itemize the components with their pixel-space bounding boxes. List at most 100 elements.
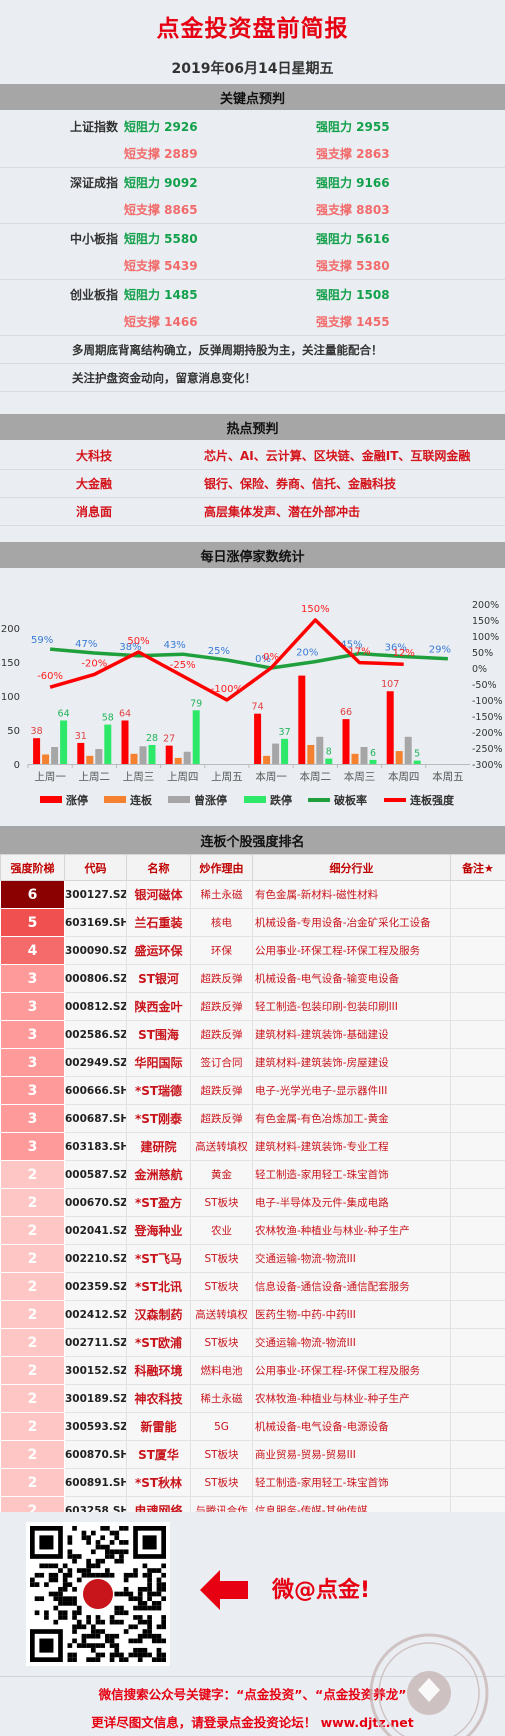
table-row: 2 002412.SZ 汉森制药 高送转填权 医药生物-中药-中药III (0, 1300, 505, 1329)
strong-resistance: 强阻力 1508 (316, 287, 390, 302)
industry: 商业贸易-贸易-贸易III (252, 1440, 451, 1469)
hype-reason: 燃料电池 (190, 1356, 253, 1385)
watermark-seal-icon (369, 1633, 489, 1736)
line-data-label: 20% (296, 648, 318, 659)
short-resistance: 短阻力 5580 (124, 231, 198, 246)
stock-code: 002359.SZ (64, 1272, 127, 1301)
y2-tick-label: 0% (472, 664, 487, 675)
strength-level: 2 (0, 1272, 65, 1301)
chart-svg: 0 50 100 150 200 -300% -250% -200% -150% -100% -50… (1, 600, 503, 807)
line-data-label: 17% (348, 647, 370, 658)
stock-name: *ST刚泰 (126, 1104, 191, 1133)
table-row: 2 002210.SZ *ST飞马 ST板块 交通运输-物流-物流III (0, 1244, 505, 1273)
strength-level: 2 (0, 1356, 65, 1385)
wechat-search-hint: 微信搜索公众号关键字：“点金投资”、“点金投资养龙” (98, 1687, 407, 1702)
x-tick-label: 上周二 (79, 771, 111, 783)
table-title: 连板个股强度排名 (0, 826, 505, 854)
note (450, 1412, 505, 1441)
note (450, 880, 505, 909)
line-data-label: -60% (37, 671, 63, 682)
strong-support: 强支撑 2863 (316, 147, 390, 161)
short-resistance: 短阻力 9092 (124, 175, 198, 190)
legend-label: 跌停 (270, 793, 292, 807)
bar-涨停 (121, 720, 129, 764)
hype-reason: 高送转填权 (190, 1132, 253, 1161)
stock-name: *ST瑞德 (126, 1076, 191, 1105)
stock-name: 汉森制药 (126, 1300, 191, 1329)
hot-point-row: 大科技 芯片、AI、云计算、区块链、金融IT、互联网金融 (0, 442, 505, 470)
note (450, 936, 505, 965)
strong-resistance: 强阻力 5616 (316, 231, 390, 246)
hype-reason: 高送转填权 (190, 1300, 253, 1329)
line-破板率 (49, 647, 448, 670)
short-support: 短支撑 2889 (124, 147, 198, 161)
stock-name: *ST北讯 (126, 1272, 191, 1301)
stock-name: ST银河 (126, 964, 191, 993)
industry: 医药生物-中药-中药III (252, 1300, 451, 1329)
industry: 农林牧渔-种植业与林业-种子生产 (252, 1216, 451, 1245)
table-row: 3 002949.SZ 华阳国际 签订合同 建筑材料-建筑装饰-房屋建设 (0, 1048, 505, 1077)
strength-level: 2 (0, 1468, 65, 1497)
x-tick-label: 本周二 (300, 770, 332, 783)
forum-hint: 更详尽图文信息，请登录点金投资论坛！ www.djtz.net (91, 1715, 414, 1730)
hype-reason: 超跌反弹 (190, 964, 253, 993)
y2-tick-label: -50% (472, 680, 497, 691)
note (450, 1104, 505, 1133)
y-tick-label: 0 (14, 760, 20, 771)
y-tick-label: 50 (7, 726, 20, 737)
bar-连板 (307, 744, 315, 764)
index-resistance-row: 深证成指 短阻力 9092 强阻力 9166 (0, 168, 505, 196)
industry: 轻工制造-包装印刷-包装印刷III (252, 992, 451, 1021)
y2-tick-label: 100% (472, 632, 499, 643)
hype-reason: ST板块 (190, 1328, 253, 1357)
page-title: 点金投资盘前简报 (156, 16, 349, 42)
note (450, 908, 505, 937)
bar-跌停 (281, 738, 289, 764)
x-tick-label: 本周三 (344, 770, 376, 783)
stock-name: 华阳国际 (126, 1048, 191, 1077)
strength-level: 3 (0, 992, 65, 1021)
bar-data-label: 27 (163, 734, 175, 745)
legend-label: 连板强度 (410, 793, 455, 807)
strength-level: 2 (0, 1300, 65, 1329)
hype-reason: 超跌反弹 (190, 1076, 253, 1105)
short-support: 短支撑 8865 (124, 203, 198, 217)
industry: 电子-光学光电子-显示器件III (252, 1076, 451, 1105)
table-row: 3 603183.SH 建研院 高送转填权 建筑材料-建筑装饰-专业工程 (0, 1132, 505, 1161)
strength-level: 2 (0, 1328, 65, 1357)
index-name: 中小板指 (70, 231, 119, 246)
line-data-label: 45% (340, 640, 362, 651)
stock-code: 000670.SZ (64, 1188, 127, 1217)
strength-level: 4 (0, 936, 65, 965)
hype-reason: ST板块 (190, 1440, 253, 1469)
stock-name: 神农科技 (126, 1384, 191, 1413)
bar-data-label: 64 (119, 708, 131, 719)
y2-tick-label: 150% (472, 616, 499, 627)
table-row: 6 300127.SZ 银河磁体 稀土永磁 有色金属-新材料-磁性材料 (0, 880, 505, 909)
hype-reason: ST板块 (190, 1468, 253, 1497)
stock-name: 登海种业 (126, 1216, 191, 1245)
stock-name: 兰石重装 (126, 908, 191, 937)
note (450, 1328, 505, 1357)
bar-跌停 (60, 720, 68, 764)
bar-data-label: 8 (326, 747, 332, 758)
note (450, 964, 505, 993)
note (450, 1160, 505, 1189)
hot-points-section: 大科技 芯片、AI、云计算、区块链、金融IT、互联网金融 大金融 银行、保险、券… (0, 440, 505, 542)
hot-point-key: 大金融 (76, 477, 113, 491)
stock-name: *ST盈方 (126, 1188, 191, 1217)
industry: 有色金属-新材料-磁性材料 (252, 880, 451, 909)
bar-data-label: 28 (146, 733, 158, 744)
hot-point-row: 消息面 高层集体发声、潜在外部冲击 (0, 498, 505, 526)
bar-data-label: 58 (102, 713, 114, 724)
stock-code: 600891.SH (64, 1468, 127, 1497)
table-row: 3 000812.SZ 陕西金叶 超跌反弹 轻工制造-包装印刷-包装印刷III (0, 992, 505, 1021)
note (450, 1300, 505, 1329)
line-data-label: 0% (263, 652, 279, 663)
stock-code: 300189.SZ (64, 1384, 127, 1413)
stock-name: 新雷能 (126, 1412, 191, 1441)
note (450, 1132, 505, 1161)
legend-label: 连板 (130, 793, 153, 807)
strength-level: 2 (0, 1440, 65, 1469)
table-row: 2 300152.SZ 科融环境 燃料电池 公用事业-环保工程-环保工程及服务 (0, 1356, 505, 1385)
